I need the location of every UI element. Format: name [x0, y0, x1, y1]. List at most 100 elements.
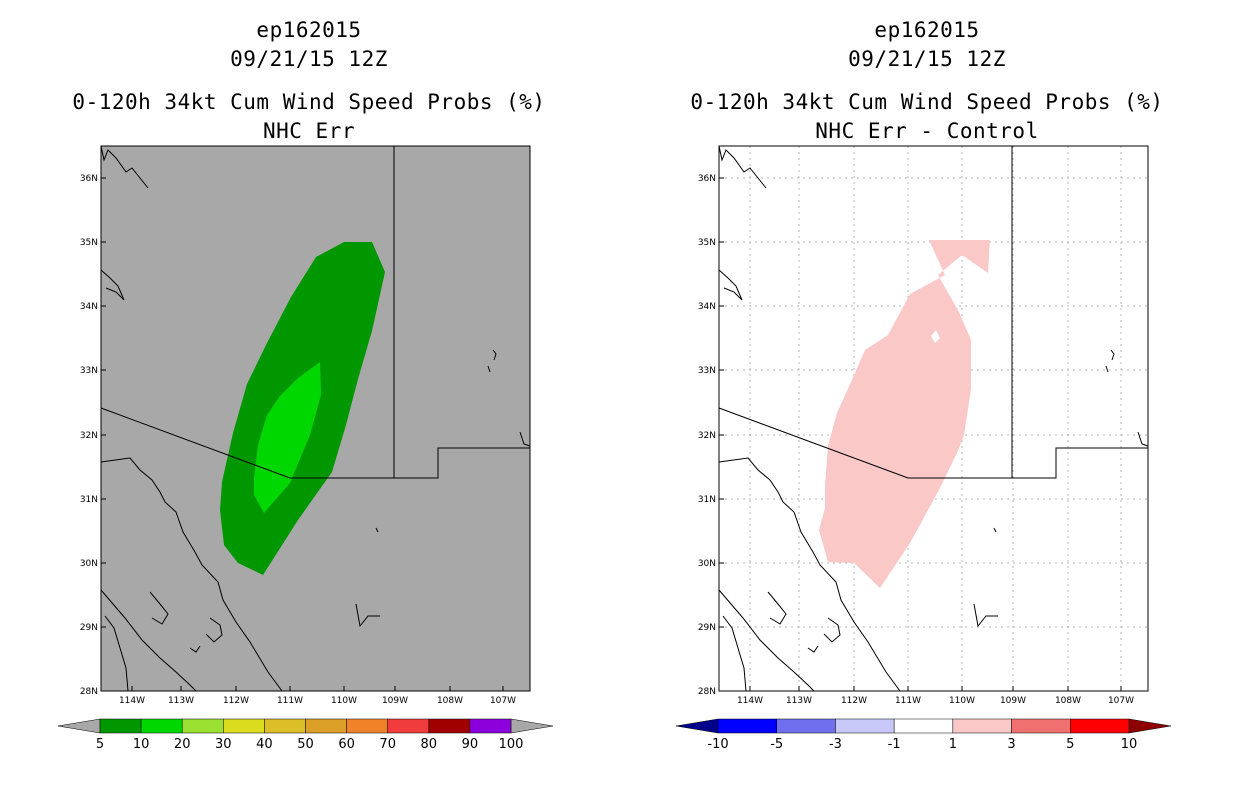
- lat-tick-label: 33N: [80, 366, 98, 376]
- lon-tick-label: 114W: [737, 696, 763, 706]
- contour-fill-1-3: [819, 240, 990, 588]
- colorbar-label: 30: [215, 737, 232, 752]
- colorbar-swatch: [717, 718, 777, 734]
- map-frame: [718, 145, 1149, 692]
- lon-axis: 114W 113W 112W 111W 110W 109W 108W 107W: [737, 686, 1134, 706]
- storm-id-title: ep162015: [256, 18, 362, 42]
- colorbar-label: 20: [174, 737, 191, 752]
- map-plot: 36N 35N 34N 33N 32N 31N 30N 29N 28N 114W 113W 112W…: [675, 145, 1172, 752]
- lat-tick-label: 29N: [698, 623, 716, 633]
- panel-nhc-err: ep162015 09/21/15 12Z 0-120h 34kt Cum Wi…: [57, 18, 554, 752]
- lon-tick-label: 112W: [841, 696, 867, 706]
- colorbar: -10 -5 -3 -1 1 3 5 10: [675, 718, 1172, 752]
- colorbar-label: 40: [256, 737, 273, 752]
- lat-tick-label: 28N: [698, 687, 716, 697]
- colorbar-label: -1: [888, 737, 901, 752]
- colorbar-swatch: [776, 718, 836, 734]
- lon-tick-label: 111W: [895, 696, 921, 706]
- colorbar-label: 50: [297, 737, 314, 752]
- datetime-title: 09/21/15 12Z: [848, 47, 1006, 71]
- colorbar-label: 5: [1066, 737, 1074, 752]
- lat-tick-label: 35N: [80, 238, 98, 248]
- map-gridlines: [719, 146, 1148, 691]
- map-boundaries: [100, 145, 531, 692]
- lon-tick-label: 108W: [1055, 696, 1081, 706]
- colorbar-swatch: [264, 718, 306, 734]
- lat-tick-label: 34N: [698, 302, 716, 312]
- colorbar-swatch: [99, 718, 142, 734]
- lat-tick-label: 32N: [80, 431, 98, 441]
- lat-tick-label: 36N: [698, 174, 716, 184]
- product-title: 0-120h 34kt Cum Wind Speed Probs (%): [690, 90, 1164, 114]
- colorbar-swatch: [346, 718, 388, 734]
- lat-tick-label: 34N: [80, 302, 98, 312]
- lon-tick-label: 107W: [1108, 696, 1134, 706]
- datetime-title: 09/21/15 12Z: [230, 47, 388, 71]
- lon-tick-label: 114W: [119, 696, 145, 706]
- colorbar: 5 10 20 30 40 50 60 70 80 90 100: [57, 718, 554, 752]
- colorbar-right-arrow: [510, 718, 554, 734]
- lat-tick-label: 30N: [698, 559, 716, 569]
- colorbar-label: 10: [133, 737, 150, 752]
- lon-axis: 114W 113W 112W 111W 110W 109W 108W 107W: [119, 686, 516, 706]
- lon-tick-label: 112W: [223, 696, 249, 706]
- colorbar-swatch: [387, 718, 430, 734]
- colorbar-label: 100: [499, 737, 524, 752]
- colorbar-swatch: [140, 718, 183, 734]
- map-plot: 36N 35N 34N 33N 32N 31N 30N 29N 28N 114W 113W 112W…: [57, 145, 554, 752]
- colorbar-left-arrow: [57, 718, 101, 734]
- lat-tick-label: 35N: [698, 238, 716, 248]
- lat-tick-label: 28N: [80, 687, 98, 697]
- colorbar-swatch: [1011, 718, 1071, 734]
- lat-tick-label: 29N: [80, 623, 98, 633]
- lon-tick-label: 109W: [1000, 696, 1026, 706]
- lon-tick-label: 109W: [382, 696, 408, 706]
- colorbar-swatch: [223, 718, 265, 734]
- lat-tick-label: 33N: [698, 366, 716, 376]
- lat-tick-label: 32N: [698, 431, 716, 441]
- lon-tick-label: 110W: [331, 696, 357, 706]
- colorbar-label: -10: [707, 737, 728, 752]
- colorbar-swatch: [428, 718, 471, 734]
- panel-subtitle: NHC Err: [262, 119, 355, 143]
- lat-tick-label: 31N: [698, 495, 716, 505]
- lon-tick-label: 113W: [168, 696, 194, 706]
- colorbar-label: 80: [421, 737, 438, 752]
- colorbar-label: 90: [462, 737, 479, 752]
- colorbar-right-arrow: [1128, 718, 1172, 734]
- map-frame: [100, 145, 531, 692]
- colorbar-label: 1: [949, 737, 957, 752]
- colorbar-label: -3: [829, 737, 842, 752]
- lon-tick-label: 111W: [277, 696, 303, 706]
- colorbar-swatch: [469, 718, 512, 734]
- colorbar-left-arrow: [675, 718, 719, 734]
- colorbar-label: 5: [96, 737, 104, 752]
- contour-hole: [931, 330, 940, 343]
- product-title: 0-120h 34kt Cum Wind Speed Probs (%): [72, 90, 546, 114]
- colorbar-label: 60: [338, 737, 355, 752]
- contour-fill-10-20: [254, 362, 321, 513]
- storm-id-title: ep162015: [874, 18, 980, 42]
- panel-nhc-err-minus-control: ep162015 09/21/15 12Z 0-120h 34kt Cum Wi…: [618, 0, 1236, 800]
- colorbar-label: 3: [1007, 737, 1015, 752]
- lat-tick-label: 30N: [80, 559, 98, 569]
- colorbar-swatch: [952, 718, 1012, 734]
- colorbar-label: -5: [770, 737, 783, 752]
- lat-tick-label: 36N: [80, 174, 98, 184]
- colorbar-swatch: [835, 718, 895, 734]
- lon-tick-label: 113W: [786, 696, 812, 706]
- colorbar-swatch: [893, 718, 954, 734]
- lon-tick-label: 107W: [490, 696, 516, 706]
- lon-tick-label: 108W: [437, 696, 463, 706]
- lat-tick-label: 31N: [80, 495, 98, 505]
- lat-axis: 36N 35N 34N 33N 32N 31N 30N 29N 28N: [698, 174, 724, 697]
- panel-subtitle: NHC Err - Control: [815, 119, 1039, 143]
- lon-tick-label: 110W: [949, 696, 975, 706]
- colorbar-label: 70: [379, 737, 396, 752]
- lat-axis: 36N 35N 34N 33N 32N 31N 30N 29N 28N: [80, 174, 106, 697]
- colorbar-swatch: [305, 718, 347, 734]
- colorbar-label: 10: [1121, 737, 1138, 752]
- colorbar-swatch: [1070, 718, 1130, 734]
- map-boundaries: [718, 145, 1149, 692]
- colorbar-swatch: [181, 718, 224, 734]
